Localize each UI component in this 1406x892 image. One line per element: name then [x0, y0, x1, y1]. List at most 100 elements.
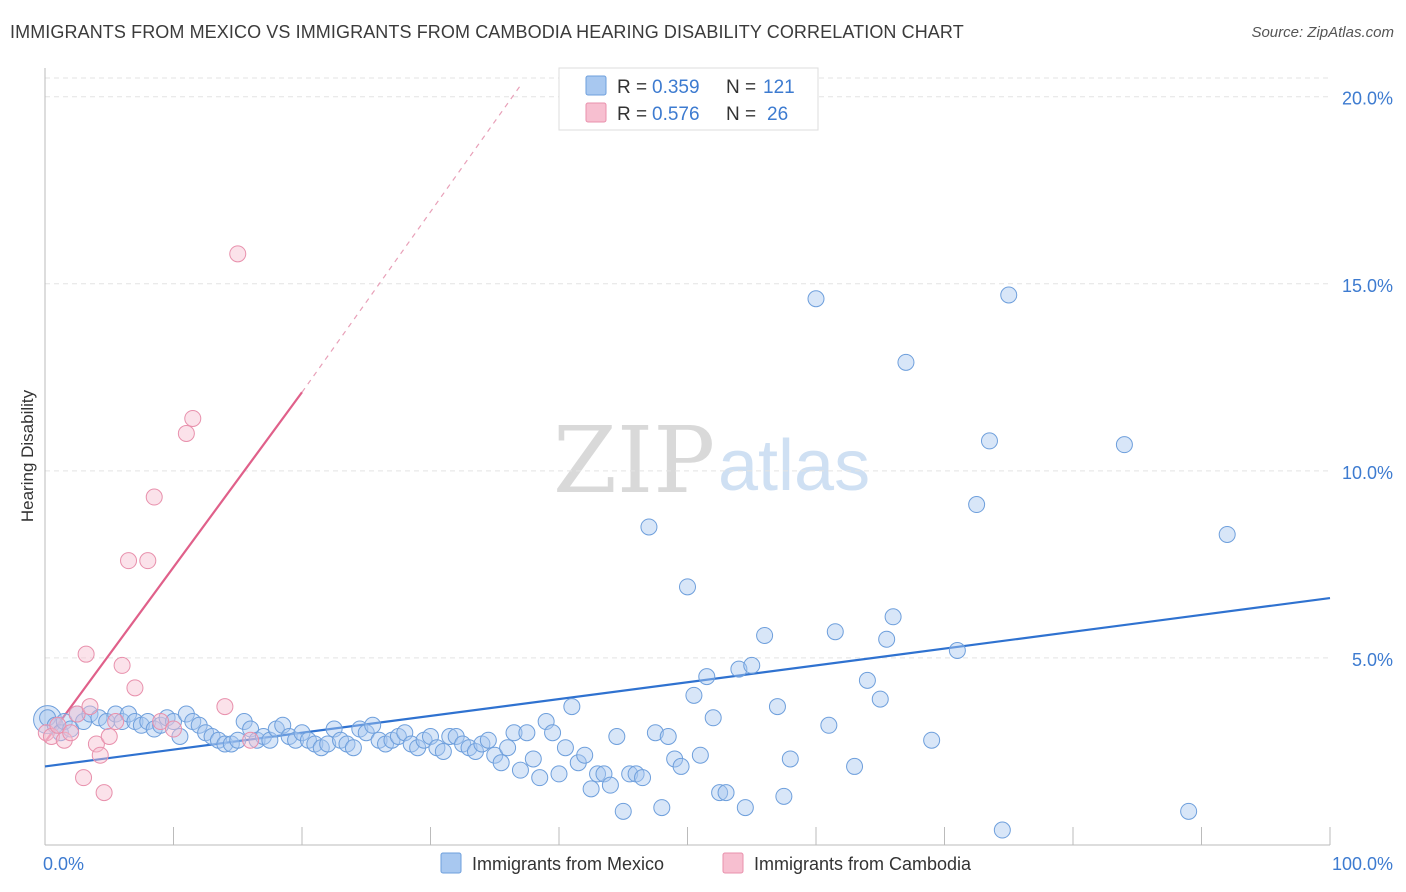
- mexico-point: [698, 668, 716, 686]
- x-tick-label: 100.0%: [1332, 854, 1393, 874]
- mexico-point: [653, 799, 671, 817]
- mexico-point: [768, 698, 786, 716]
- legend-n-value-cambodia: 26: [767, 104, 788, 125]
- mexico-point: [576, 746, 594, 764]
- cambodia-point: [177, 424, 195, 442]
- cambodia-point: [229, 245, 247, 263]
- chart-title: IMMIGRANTS FROM MEXICO VS IMMIGRANTS FRO…: [10, 22, 964, 42]
- mexico-point: [685, 686, 703, 704]
- mexico-point: [499, 739, 517, 757]
- mexico-point: [756, 626, 774, 644]
- mexico-point: [550, 765, 568, 783]
- mexico-point: [743, 656, 761, 674]
- y-tick-label: 5.0%: [1352, 650, 1393, 670]
- y-tick-label: 15.0%: [1342, 276, 1393, 296]
- watermark-zip: ZIP: [553, 407, 715, 514]
- cambodia-point: [184, 409, 202, 427]
- legend-swatch-mexico-bottom: [440, 852, 462, 874]
- mexico-trend-line: [44, 596, 1331, 768]
- mexico-point: [1115, 436, 1133, 454]
- mexico-point: [518, 724, 536, 742]
- cambodia-point: [81, 698, 99, 716]
- gridlines: [45, 77, 1330, 659]
- series-cambodia-points: [37, 245, 260, 802]
- legend-r-value-cambodia: 0.576: [652, 104, 700, 125]
- source-credit: Source: ZipAtlas.com: [1251, 24, 1394, 41]
- mexico-point: [871, 690, 889, 708]
- mexico-point: [601, 776, 619, 794]
- mexico-point: [640, 518, 658, 536]
- legend-swatch-cambodia-bottom: [722, 852, 744, 874]
- mexico-point: [897, 353, 915, 371]
- mexico-point: [216, 735, 234, 753]
- mexico-point: [614, 802, 632, 820]
- watermark-atlas: atlas: [718, 426, 870, 506]
- cambodia-trend-line: [44, 391, 303, 743]
- mexico-point: [711, 784, 729, 802]
- mexico-point: [730, 660, 748, 678]
- mexico-point: [884, 608, 902, 626]
- mexico-point: [165, 713, 182, 731]
- cambodia-point: [139, 552, 157, 570]
- mexico-point: [434, 742, 452, 760]
- cambodia-point: [49, 716, 67, 734]
- mexico-point: [781, 750, 799, 768]
- cambodia-point: [95, 784, 113, 802]
- mexico-point: [531, 769, 549, 787]
- x-tick-label: 0.0%: [43, 854, 84, 874]
- mexico-point: [775, 787, 793, 805]
- mexico-point: [878, 630, 896, 648]
- mexico-point: [441, 727, 459, 745]
- tick-labels: 5.0% 10.0% 15.0% 20.0% 0.0% 100.0%: [43, 89, 1393, 874]
- y-tick-label: 10.0%: [1342, 463, 1393, 483]
- mexico-point: [90, 709, 108, 727]
- mexico-point: [621, 765, 639, 783]
- mexico-point: [993, 821, 1011, 839]
- mexico-point: [1218, 525, 1236, 543]
- cambodia-trend-extension: [301, 85, 521, 393]
- mexico-point: [556, 739, 574, 757]
- correlation-legend: R = 0.359 N = 121 R = 0.576 N = 26: [558, 67, 819, 131]
- cambodia-point: [113, 656, 131, 674]
- mexico-point: [608, 727, 626, 745]
- legend-swatch-mexico: [585, 75, 607, 96]
- mexico-point: [544, 724, 562, 742]
- mexico-point: [679, 578, 696, 596]
- cambodia-point: [107, 713, 125, 731]
- cambodia-point: [126, 679, 144, 697]
- legend-n-label-cambodia: N =: [726, 104, 756, 125]
- mexico-point: [344, 739, 362, 757]
- legend-n-label-mexico: N =: [726, 77, 756, 98]
- mexico-point: [582, 780, 600, 798]
- cambodia-point: [145, 488, 163, 506]
- axes: [44, 68, 1331, 846]
- mexico-point: [563, 698, 581, 716]
- cambodia-point: [68, 705, 86, 723]
- cambodia-point: [165, 720, 182, 738]
- mexico-point: [807, 290, 825, 308]
- mexico-point: [659, 727, 677, 745]
- cambodia-point: [62, 724, 80, 742]
- mexico-point: [511, 761, 529, 779]
- mexico-point: [717, 784, 735, 802]
- mexico-point: [923, 731, 941, 749]
- cambodia-point: [87, 735, 105, 753]
- mexico-point: [1000, 286, 1018, 304]
- mexico-point: [505, 724, 523, 742]
- mexico-point: [826, 623, 844, 641]
- series-mexico-points: [33, 286, 1236, 839]
- legend-r-label-cambodia: R =: [617, 104, 647, 125]
- legend-r-value-mexico: 0.359: [652, 77, 700, 98]
- mexico-point: [846, 757, 864, 775]
- legend-label-cambodia: Immigrants from Cambodia: [754, 854, 972, 874]
- mexico-point: [704, 709, 722, 727]
- y-tick-label: 20.0%: [1342, 89, 1393, 109]
- mexico-point: [820, 716, 838, 734]
- cambodia-point: [216, 698, 234, 716]
- mexico-point: [1180, 802, 1198, 820]
- mexico-point: [646, 724, 664, 742]
- mexico-point: [968, 496, 986, 514]
- mexico-point: [948, 641, 966, 659]
- mexico-point: [589, 765, 607, 783]
